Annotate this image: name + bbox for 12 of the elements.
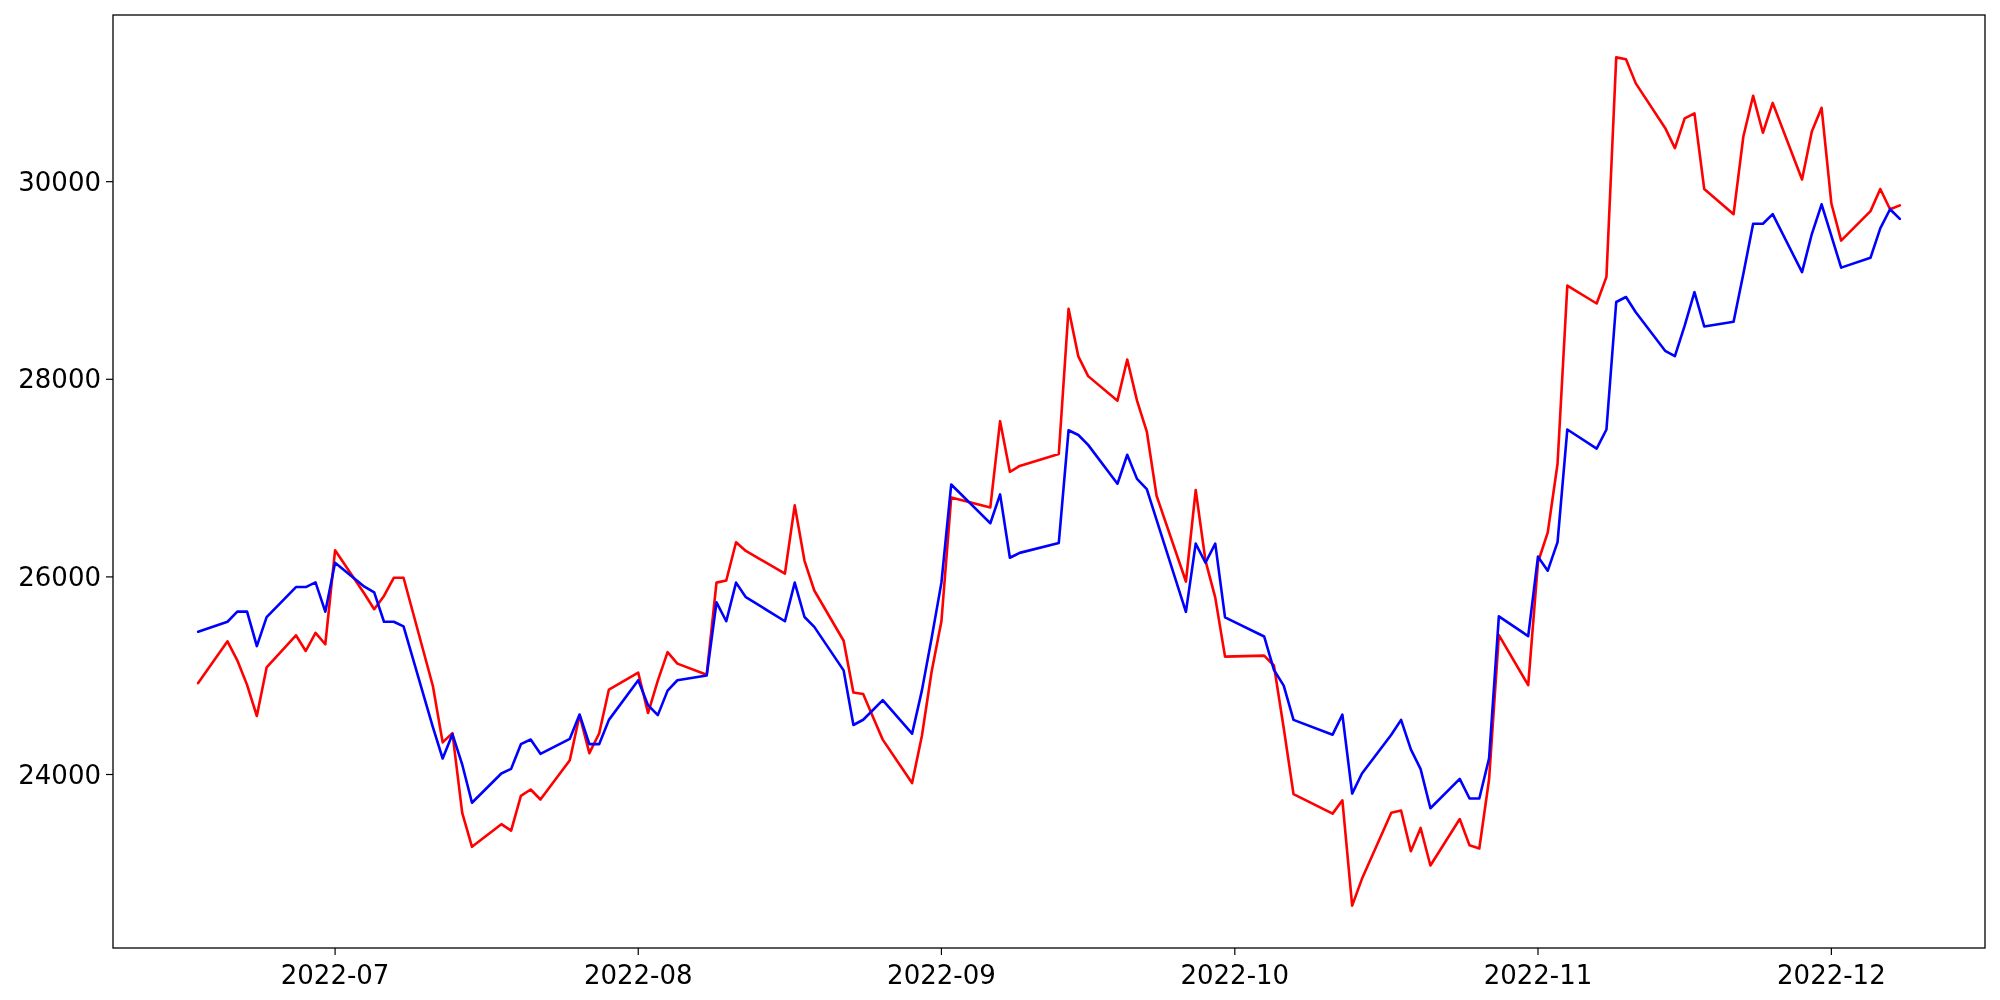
x-tick-label: 2022-07 [280, 960, 390, 990]
x-tick-label: 2022-08 [583, 960, 693, 990]
y-tick-label: 24000 [18, 759, 101, 790]
line-series [196, 56, 1902, 907]
x-tick-label: 2022-10 [1180, 960, 1290, 990]
y-tick-label: 28000 [18, 364, 101, 395]
line-series [196, 203, 1902, 810]
x-tick-label: 2022-11 [1483, 960, 1593, 990]
y-tick-label: 26000 [18, 561, 101, 592]
y-tick-label: 30000 [18, 166, 101, 197]
x-tick-label: 2022-12 [1777, 960, 1886, 990]
x-tick-label: 2022-09 [887, 960, 996, 990]
